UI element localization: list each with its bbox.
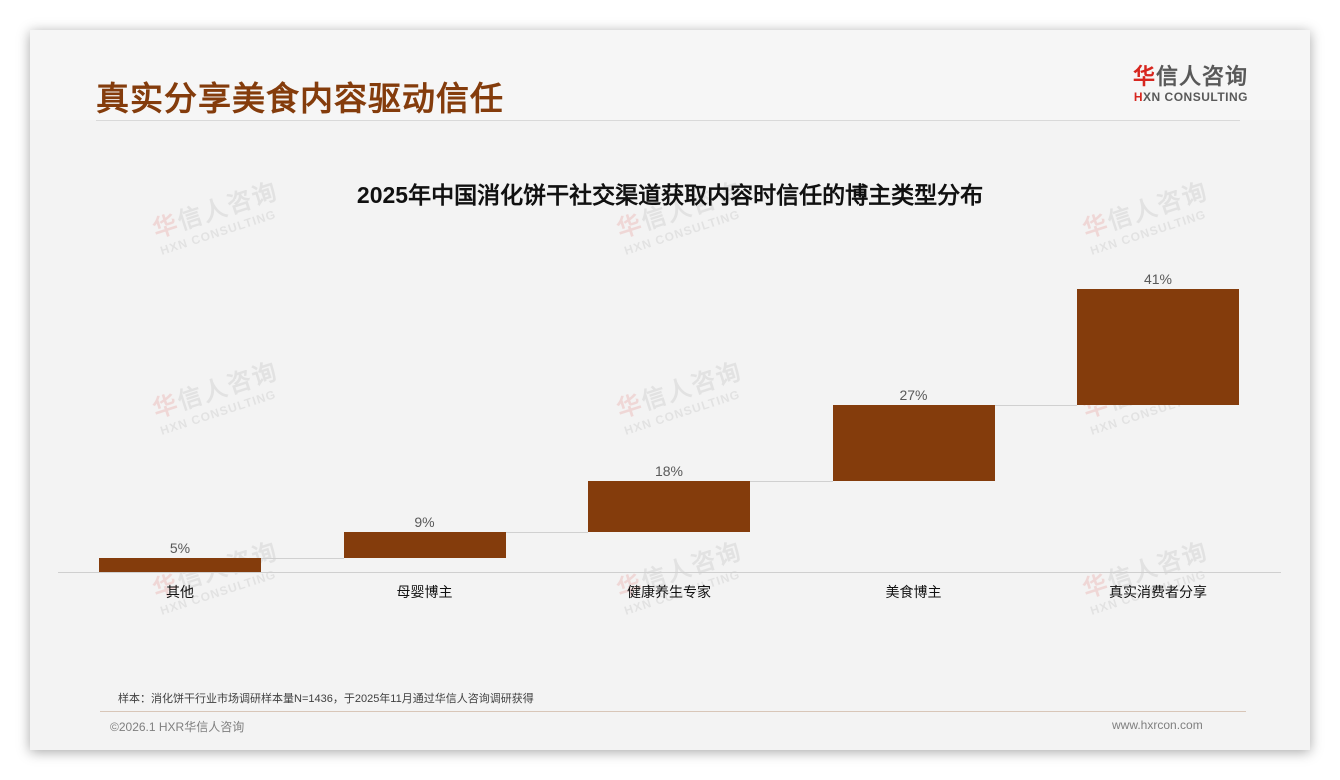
logo-chinese: 华信人咨询 xyxy=(1132,64,1248,89)
copyright-text: ©2026.1 HXR华信人咨询 xyxy=(110,720,245,734)
bar-connector xyxy=(750,481,833,483)
chart-bar xyxy=(588,481,750,533)
bar-connector xyxy=(261,557,344,559)
chart-bar xyxy=(99,557,261,572)
bar-connector xyxy=(505,532,588,534)
website-link[interactable]: www.hxrcon.com xyxy=(1112,718,1203,732)
page-title: 真实分享美食内容驱动信任 xyxy=(96,80,504,117)
category-label: 美食博主 xyxy=(885,584,942,600)
footer-divider xyxy=(100,711,1246,712)
bar-value-label: 5% xyxy=(169,539,191,556)
header-band xyxy=(30,30,1310,120)
chart-bar xyxy=(1077,289,1239,406)
waterfall-chart: 5% 其他 9% 母婴博主 18% 健康养生专家 27% 美食博主 41% 真实消费者分享 xyxy=(30,30,1310,750)
bar-connector xyxy=(994,405,1077,407)
brand-logo: 华信人咨询 HXN CONSULTING xyxy=(1108,64,1248,104)
category-label: 真实消费者分享 xyxy=(1109,584,1207,600)
chart-title: 2025年中国消化饼干社交渠道获取内容时信任的博主类型分布 xyxy=(356,182,984,208)
header-divider xyxy=(96,120,1240,121)
bar-value-label: 9% xyxy=(414,514,435,531)
x-axis-line xyxy=(58,572,1281,573)
chart-bar xyxy=(343,532,506,558)
category-label: 其他 xyxy=(166,584,194,600)
slide: 真实分享美食内容驱动信任 华信人咨询 HXN CONSULTING 华信人咨询 H… xyxy=(30,30,1310,750)
category-label: 母婴博主 xyxy=(396,584,453,600)
sample-note: 样本：消化饼干行业市场调研样本量N=1436，于2025年11月通过华信人咨询调… xyxy=(118,693,534,705)
bar-value-label: 27% xyxy=(899,387,928,404)
bar-value-label: 41% xyxy=(1143,271,1173,287)
logo-english: HXN CONSULTING xyxy=(1133,90,1248,104)
bar-value-label: 18% xyxy=(654,463,684,480)
category-label: 健康养生专家 xyxy=(627,584,711,600)
chart-bar xyxy=(832,405,995,482)
